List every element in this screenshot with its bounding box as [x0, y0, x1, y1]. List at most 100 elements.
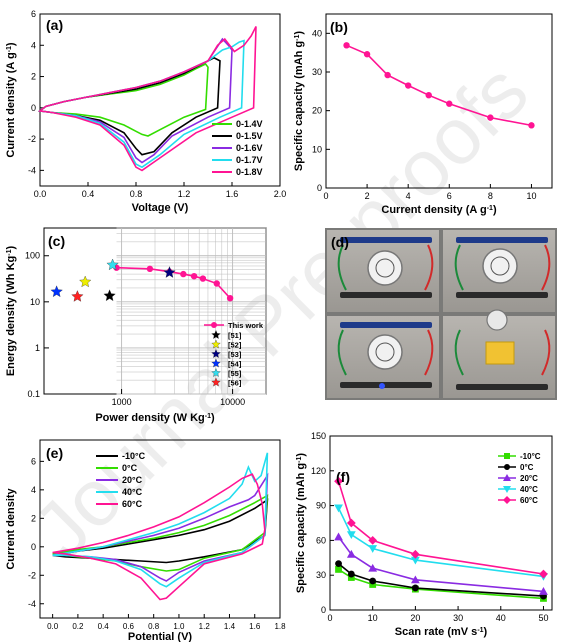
data-point — [180, 270, 187, 278]
x-tick-label: 10 — [368, 613, 378, 623]
y-tick-label: 0 — [31, 103, 36, 113]
legend-label: 60°C — [520, 496, 538, 505]
y-tick-label: 10 — [312, 144, 322, 154]
legend-marker — [504, 464, 510, 470]
data-point — [334, 504, 343, 513]
panel-c-ragone-plot: 1000 10000 0.1 1 10 100 (c) Power density (W Kg… — [5, 227, 267, 424]
legend-label: [53] — [228, 350, 242, 359]
star-marker — [71, 290, 84, 302]
legend-star — [211, 358, 221, 368]
x-tick-label: 0.8 — [130, 189, 143, 199]
star-marker — [103, 289, 116, 302]
y-tick-label: 100 — [25, 251, 40, 261]
x-axis-label: Power density (W Kg-1) — [95, 412, 215, 424]
data-point — [411, 584, 419, 592]
plot-frame — [39, 439, 281, 619]
panel-d-photographs: (d) — [325, 228, 557, 400]
y-tick-label: 30 — [312, 67, 322, 77]
x-axis-label: Current density (A g-1) — [381, 204, 497, 216]
star-marker — [79, 275, 92, 288]
photo-top-left — [327, 230, 439, 312]
panel-e-cv-temperatures: 0.0 0.2 0.4 0.6 0.8 1.0 1.2 1.4 1.6 1.8 -4 -2 0 2 4 6 (e… — [5, 439, 286, 642]
data-point — [369, 577, 377, 585]
y-axis-label: Current density (A g-1) — [5, 42, 17, 158]
x-axis-label: Scan rate (mV s-1) — [395, 626, 488, 638]
x-axis-label: Voltage (V) — [132, 202, 189, 214]
y-tick-label: 0 — [31, 542, 36, 552]
x-tick-label: 0.2 — [72, 622, 84, 631]
y-tick-label: 30 — [316, 570, 326, 580]
data-point — [404, 82, 412, 89]
x-tick-label: 0.0 — [34, 189, 47, 199]
legend-label: 0-1.7V — [236, 155, 263, 165]
star-marker — [163, 266, 176, 278]
y-tick-label: 0.1 — [27, 389, 40, 399]
x-tick-label: 20 — [410, 613, 420, 623]
data-point — [346, 531, 356, 539]
series-line — [37, 56, 221, 156]
legend-star — [211, 339, 221, 349]
legend-star — [211, 349, 221, 358]
legend-marker — [504, 453, 510, 459]
x-tick-label: 0.4 — [82, 189, 95, 199]
panel-e-tag: (e) — [46, 445, 63, 461]
x-axis-label: Potential (V) — [128, 631, 193, 642]
series-line — [37, 26, 257, 172]
data-point — [368, 536, 378, 545]
y-axis-label: Energy density (Wh Kg-1) — [5, 246, 17, 377]
y-tick-label: 6 — [31, 9, 36, 19]
y-tick-label: 120 — [311, 466, 326, 476]
data-point — [425, 92, 432, 99]
plot-frame — [329, 435, 553, 611]
x-tick-label: 0.0 — [47, 622, 59, 631]
x-tick-label: 1.4 — [224, 622, 236, 631]
data-point — [226, 294, 234, 302]
data-point — [190, 272, 198, 280]
y-tick-label: 60 — [316, 535, 326, 545]
y-tick-label: 2 — [31, 513, 36, 523]
y-tick-label: 1 — [35, 343, 40, 353]
data-point — [334, 476, 343, 486]
y-tick-label: -2 — [28, 570, 36, 580]
legend-label: 0°C — [520, 463, 534, 472]
data-point — [410, 549, 420, 559]
data-point — [346, 518, 356, 528]
legend-marker — [503, 486, 511, 493]
photo-top-right — [443, 230, 555, 312]
x-tick-label: 8 — [488, 191, 493, 201]
legend-label: [51] — [228, 331, 242, 340]
panel-a-cv-voltage-windows: 0.0 0.4 0.8 1.2 1.6 2.0 -4 -2 0 2 4 6 (a) Voltage (V)… — [5, 9, 286, 214]
series-line — [52, 452, 269, 588]
y-tick-label: 2 — [31, 72, 36, 82]
x-tick-label: 2.0 — [274, 189, 287, 199]
legend-star — [211, 368, 221, 377]
legend-label: [56] — [228, 379, 242, 388]
x-tick-label: 30 — [453, 613, 463, 623]
y-tick-label: -4 — [28, 165, 36, 175]
panel-d-tag: (d) — [331, 234, 349, 250]
legend-label: 20°C — [122, 475, 143, 485]
y-tick-label: 150 — [311, 431, 326, 441]
data-point — [446, 100, 453, 107]
data-point — [368, 545, 378, 553]
data-point — [528, 122, 535, 129]
legend-label: 0°C — [122, 463, 138, 473]
data-point — [539, 587, 548, 595]
x-tick-label: 10 — [526, 191, 536, 201]
y-tick-label: 4 — [31, 40, 36, 50]
x-tick-label: 0.4 — [98, 622, 110, 631]
x-tick-label: 1.8 — [274, 622, 286, 631]
y-axis-label: Specific capacity (mAh g-1) — [295, 453, 307, 593]
x-tick-label: 0 — [327, 613, 332, 623]
y-tick-label: 4 — [31, 485, 36, 495]
panel-b-rate-capacity: 0 2 4 6 8 10 0 10 20 30 40 (b) Current density (A g-… — [293, 13, 553, 216]
legend-star — [211, 377, 221, 387]
plot-frame — [325, 13, 553, 189]
x-tick-label: 1.6 — [249, 622, 261, 631]
data-point — [369, 581, 377, 588]
legend-label: 0-1.8V — [236, 167, 263, 177]
legend-label: [54] — [228, 360, 242, 369]
data-point — [384, 71, 391, 79]
y-tick-label: 40 — [312, 28, 322, 38]
